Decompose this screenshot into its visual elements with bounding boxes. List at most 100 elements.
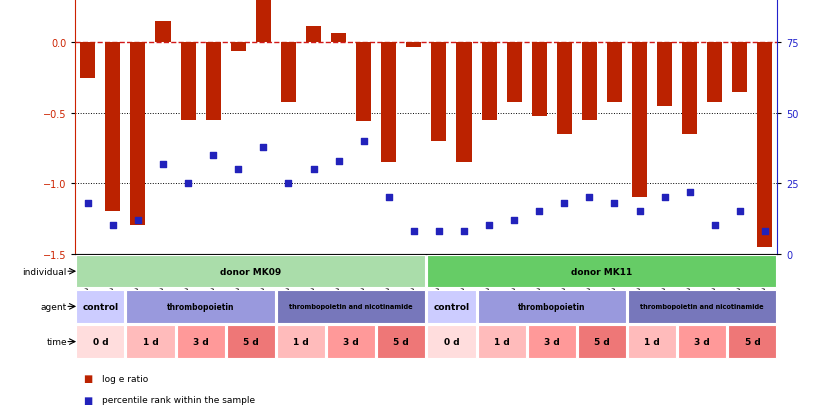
Point <box>407 228 421 235</box>
Text: donor MK11: donor MK11 <box>571 267 633 276</box>
Point <box>282 180 295 187</box>
Point <box>482 223 496 229</box>
Bar <box>76 255 426 288</box>
Bar <box>126 290 275 323</box>
Text: 5 d: 5 d <box>243 337 258 346</box>
Bar <box>227 325 275 358</box>
Bar <box>277 325 325 358</box>
Point <box>608 200 621 207</box>
Point <box>206 152 220 159</box>
Bar <box>456 43 472 163</box>
Bar <box>732 43 747 93</box>
Point <box>558 200 571 207</box>
Bar <box>231 43 246 52</box>
Bar <box>678 325 726 358</box>
Text: 1 d: 1 d <box>645 337 660 346</box>
Text: 1 d: 1 d <box>143 337 158 346</box>
Bar <box>657 43 672 107</box>
Text: thrombopoietin and nicotinamide: thrombopoietin and nicotinamide <box>640 304 764 310</box>
Bar <box>306 26 321 43</box>
Bar <box>381 43 396 163</box>
Bar <box>356 43 371 122</box>
Text: individual: individual <box>23 267 67 276</box>
Text: 3 d: 3 d <box>544 337 559 346</box>
Bar <box>327 325 375 358</box>
Point <box>382 195 395 201</box>
Bar <box>482 43 497 121</box>
Point <box>583 195 596 201</box>
Text: ■: ■ <box>84 394 93 405</box>
Bar <box>557 43 572 135</box>
Text: 5 d: 5 d <box>745 337 760 346</box>
Text: ■: ■ <box>84 373 93 383</box>
Bar <box>80 43 95 78</box>
Bar <box>728 325 777 358</box>
Text: log e ratio: log e ratio <box>102 374 148 382</box>
Point <box>758 228 772 235</box>
Bar <box>206 43 221 121</box>
Bar <box>682 43 697 135</box>
Bar <box>427 290 476 323</box>
Bar <box>427 325 476 358</box>
Text: thrombopoietin: thrombopoietin <box>167 302 234 311</box>
Bar <box>181 43 196 121</box>
Bar <box>528 325 576 358</box>
Bar <box>632 43 647 198</box>
Bar <box>578 325 626 358</box>
Point <box>457 228 471 235</box>
Bar <box>607 43 622 102</box>
Point <box>432 228 446 235</box>
Text: 3 d: 3 d <box>695 337 710 346</box>
Bar <box>130 43 145 226</box>
Text: 5 d: 5 d <box>394 337 409 346</box>
Text: control: control <box>433 302 470 311</box>
Bar <box>477 290 626 323</box>
Point <box>357 138 370 145</box>
Bar <box>277 290 426 323</box>
Bar <box>176 325 225 358</box>
Point <box>81 200 94 207</box>
Point <box>106 223 120 229</box>
Point <box>307 166 320 173</box>
Bar <box>582 43 597 121</box>
Text: agent: agent <box>41 302 67 311</box>
Bar <box>155 22 171 43</box>
Text: control: control <box>82 302 119 311</box>
Point <box>683 189 696 195</box>
Text: 0 d: 0 d <box>444 337 459 346</box>
Point <box>232 166 245 173</box>
Text: 3 d: 3 d <box>344 337 359 346</box>
Bar <box>406 43 421 47</box>
Text: percentile rank within the sample: percentile rank within the sample <box>102 395 255 404</box>
Bar <box>532 43 547 116</box>
Point <box>257 144 270 151</box>
Text: 5 d: 5 d <box>594 337 609 346</box>
Point <box>181 180 195 187</box>
Bar <box>431 43 446 142</box>
Bar <box>105 43 120 212</box>
Bar <box>76 290 125 323</box>
Bar <box>76 325 125 358</box>
Text: donor MK09: donor MK09 <box>220 267 282 276</box>
Text: 1 d: 1 d <box>293 337 308 346</box>
Text: 1 d: 1 d <box>494 337 509 346</box>
Bar <box>377 325 426 358</box>
Point <box>131 217 145 223</box>
Point <box>658 195 671 201</box>
Point <box>507 217 521 223</box>
Text: 3 d: 3 d <box>193 337 208 346</box>
Text: time: time <box>46 337 67 346</box>
Bar <box>256 0 271 43</box>
Bar <box>331 33 346 43</box>
Bar <box>507 43 522 102</box>
Bar <box>628 325 676 358</box>
Text: thrombopoietin: thrombopoietin <box>518 302 585 311</box>
Bar <box>707 43 722 102</box>
Bar <box>757 43 772 247</box>
Bar <box>126 325 175 358</box>
Point <box>156 161 170 167</box>
Bar <box>281 43 296 102</box>
Text: thrombopoietin and nicotinamide: thrombopoietin and nicotinamide <box>289 304 413 310</box>
Point <box>633 209 646 215</box>
Text: 0 d: 0 d <box>93 337 108 346</box>
